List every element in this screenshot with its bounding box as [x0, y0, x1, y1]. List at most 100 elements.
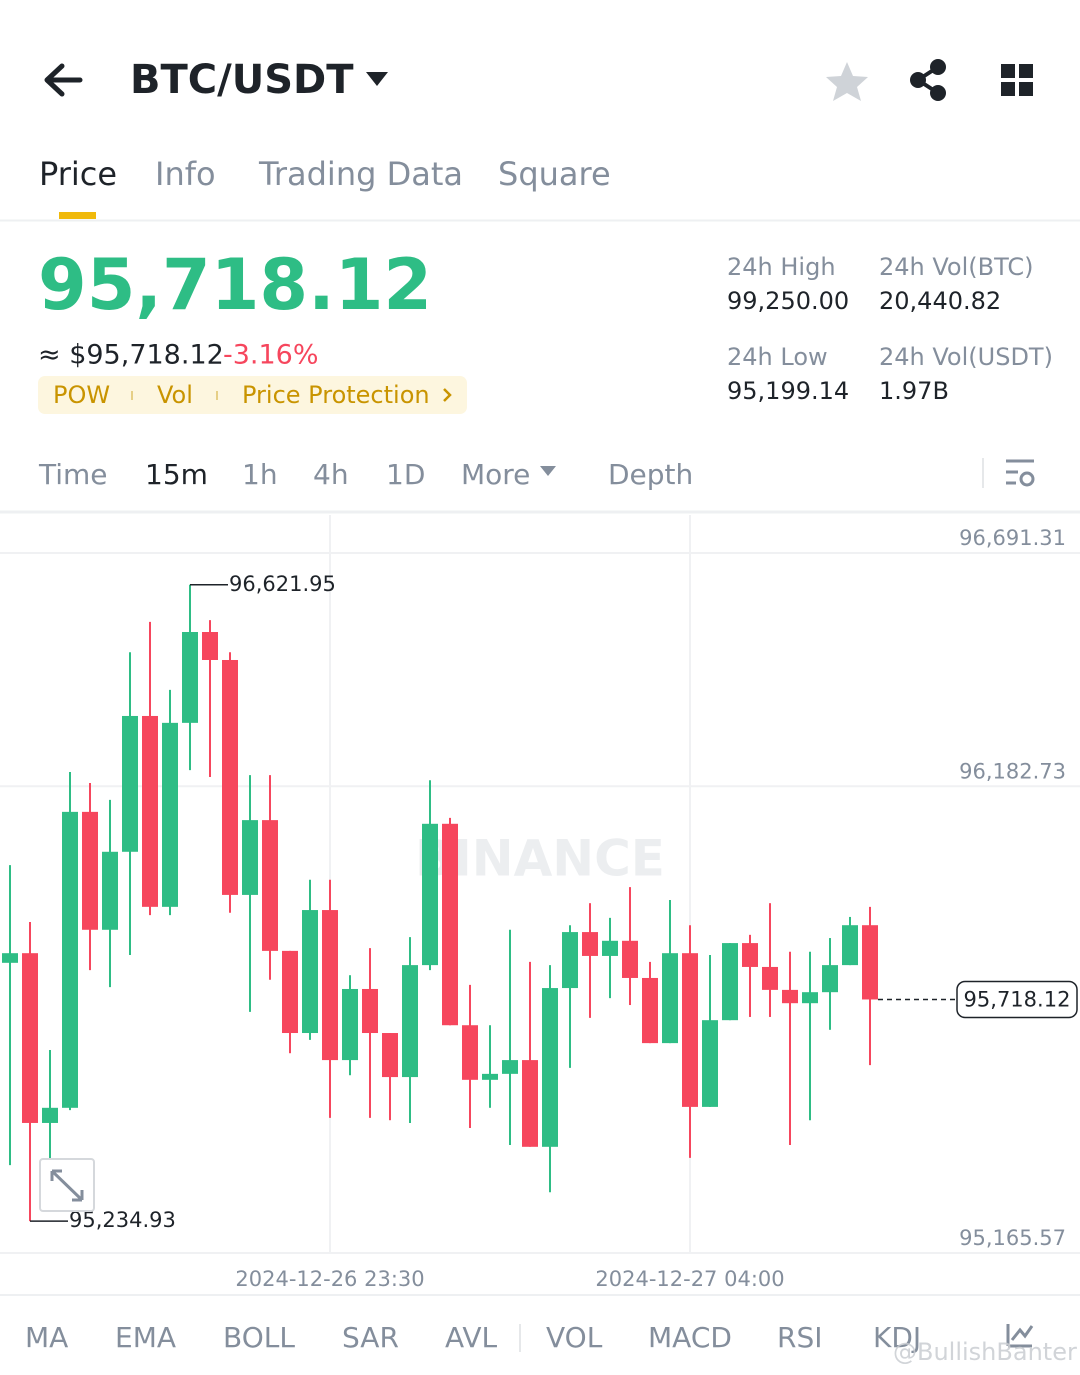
- indicator[interactable]: VOL: [546, 1321, 603, 1354]
- candle-body: [322, 910, 338, 1061]
- stat-value: 1.97B: [879, 377, 949, 405]
- tab[interactable]: Trading Data: [258, 155, 463, 193]
- last-price-label: 95,718.12: [964, 987, 1071, 1011]
- candle-body: [122, 715, 138, 852]
- tag[interactable]: POW: [53, 381, 110, 409]
- indicator[interactable]: AVL: [445, 1321, 498, 1354]
- candle-body: [542, 988, 558, 1147]
- tab[interactable]: Square: [498, 155, 611, 193]
- stat-value: 95,199.14: [727, 377, 849, 405]
- candle-body: [782, 989, 798, 1004]
- candle-body: [582, 932, 598, 956]
- indicator[interactable]: EMA: [115, 1321, 176, 1354]
- interval[interactable]: 4h: [313, 458, 349, 491]
- candle-body: [622, 940, 638, 978]
- interval[interactable]: 1D: [386, 458, 425, 491]
- stat-label: 24h High: [727, 253, 836, 281]
- candle-body: [162, 722, 178, 907]
- candle-body: [302, 910, 318, 1034]
- y-tick-label: 96,182.73: [959, 759, 1066, 783]
- usd-price: ≈ $95,718.12: [38, 340, 224, 371]
- candle-body: [342, 988, 358, 1061]
- candle-body: [142, 715, 158, 907]
- indicator-icon[interactable]: [1006, 1324, 1034, 1348]
- y-tick-label: 96,691.31: [959, 526, 1066, 550]
- tag-separator: [131, 391, 133, 400]
- low-label: 95,234.93: [69, 1208, 176, 1232]
- candle-body: [462, 1025, 478, 1080]
- candle-body: [702, 1020, 718, 1107]
- candle-body: [422, 823, 438, 966]
- candle-body: [722, 943, 738, 1021]
- back-button[interactable]: [44, 63, 83, 97]
- candle-body: [662, 953, 678, 1044]
- interval[interactable]: More: [461, 458, 530, 491]
- candle-body: [642, 977, 658, 1044]
- layout-button[interactable]: [1001, 64, 1033, 96]
- candle-body: [282, 950, 298, 1034]
- candle-body: [182, 632, 198, 723]
- candle-body: [202, 632, 218, 660]
- tag[interactable]: Vol: [157, 381, 193, 409]
- candle-body: [802, 992, 818, 1004]
- favorite-star[interactable]: [826, 62, 868, 101]
- interval-active[interactable]: 15m: [145, 458, 208, 491]
- x-tick-label: 2024-12-27 04:00: [595, 1267, 784, 1291]
- candle-body: [402, 965, 418, 1078]
- last-price-box: [956, 980, 1078, 1019]
- indicator[interactable]: SAR: [342, 1321, 399, 1354]
- indicator[interactable]: MA: [25, 1321, 68, 1354]
- stat-value: 99,250.00: [727, 287, 849, 315]
- tag-chevron: [443, 388, 452, 402]
- tag-separator: [216, 391, 218, 400]
- candle-body: [522, 1060, 538, 1147]
- y-tick-label: 95,165.57: [959, 1226, 1066, 1250]
- indicator[interactable]: RSI: [777, 1321, 823, 1354]
- candle-body: [482, 1073, 498, 1080]
- candle-body: [442, 823, 458, 1026]
- candle-body: [502, 1060, 518, 1074]
- tag[interactable]: Price Protection: [242, 381, 430, 409]
- candle-body: [822, 965, 838, 993]
- tab-active[interactable]: Price: [39, 155, 117, 193]
- candle-body: [842, 925, 858, 966]
- high-label: 96,621.95: [229, 572, 336, 596]
- candle-body: [2, 953, 18, 963]
- candle-body: [102, 851, 118, 930]
- pair-title[interactable]: BTC/USDT: [130, 57, 354, 103]
- indicator[interactable]: KDJ: [873, 1321, 921, 1354]
- candle-body: [42, 1107, 58, 1123]
- candle-body: [362, 988, 378, 1034]
- candle-body: [862, 925, 878, 1000]
- stat-label: 24h Vol(USDT): [879, 343, 1053, 371]
- pair-dropdown[interactable]: [366, 72, 388, 86]
- indicator[interactable]: MACD: [648, 1321, 732, 1354]
- interval[interactable]: Time: [38, 458, 108, 491]
- tab[interactable]: Info: [155, 155, 216, 193]
- indicator[interactable]: BOLL: [223, 1321, 295, 1354]
- share-button[interactable]: [910, 59, 946, 101]
- more-dropdown[interactable]: [540, 466, 556, 476]
- candle-body: [742, 943, 758, 967]
- stat-label: 24h Low: [727, 343, 828, 371]
- candle-body: [762, 966, 778, 990]
- price-change: -3.16%: [223, 340, 319, 371]
- candle-body: [22, 953, 38, 1123]
- chart-settings[interactable]: [1006, 459, 1035, 487]
- candle-body: [382, 1033, 398, 1078]
- candle-body: [682, 953, 698, 1107]
- last-price: 95,718.12: [38, 244, 432, 326]
- watermark: @BullishBanter: [893, 1338, 1077, 1366]
- candle-body: [82, 811, 98, 930]
- stat-value: 20,440.82: [879, 287, 1001, 315]
- candle-body: [62, 811, 78, 1108]
- interval[interactable]: 1h: [242, 458, 278, 491]
- candle-body: [222, 659, 238, 895]
- candle-body: [262, 820, 278, 951]
- interval[interactable]: Depth: [608, 458, 693, 491]
- candle-body: [602, 940, 618, 956]
- tag-bar[interactable]: [38, 376, 467, 414]
- x-tick-label: 2024-12-26 23:30: [235, 1267, 424, 1291]
